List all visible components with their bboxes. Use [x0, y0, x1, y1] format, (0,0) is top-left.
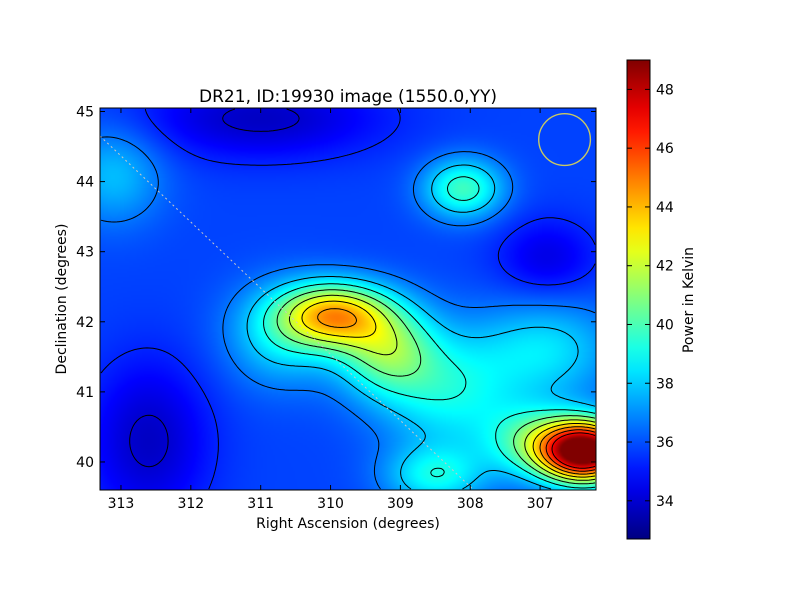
x-tick-label: 308: [457, 496, 484, 512]
x-tick-label: 311: [247, 496, 274, 512]
beam-circle: [538, 112, 592, 167]
y-axis-label: Declination (degrees): [54, 224, 70, 375]
colorbar-tick-label: 38: [656, 376, 674, 392]
colorbar-tick-label: 48: [656, 82, 674, 98]
y-tick-label: 40: [76, 455, 94, 471]
y-tick-label: 45: [76, 105, 94, 121]
contour-level-1: [100, 108, 596, 490]
colorbar-tick-label: 36: [656, 435, 674, 451]
contour-level-0: [129, 108, 300, 468]
colorbar-tick-label: 40: [656, 317, 674, 333]
colorbar: [626, 59, 651, 540]
x-axis-label: Right Ascension (degrees): [256, 516, 440, 532]
colorbar-axis: 34 36 38 40 42 44 46 48: [627, 82, 674, 510]
colorbar-tick-label: 42: [656, 259, 674, 275]
colorbar-tick-label: 44: [656, 200, 674, 216]
y-tick-label: 41: [76, 385, 94, 401]
plot-frame: [99, 107, 597, 491]
contour-lines: [100, 108, 596, 490]
heatmap-image: [100, 108, 596, 490]
contour-level-6: [288, 294, 596, 481]
colorbar-label: Power in Kelvin: [681, 247, 697, 353]
x-tick-label: 313: [108, 496, 135, 512]
chart-title: DR21, ID:19930 image (1550.0,YY): [199, 87, 497, 107]
colorbar-tick-label: 46: [656, 141, 674, 157]
y-tick-label: 44: [76, 175, 94, 191]
x-tick-label: 309: [387, 496, 414, 512]
y-axis: 40 41 42 43 44 45: [76, 105, 596, 471]
contour-level-8: [317, 308, 596, 475]
contour-level-5: [276, 289, 596, 485]
contour-level-7: [301, 300, 596, 478]
contour-level-3: [246, 164, 596, 490]
x-tick-label: 307: [527, 496, 554, 512]
contour-level-9: [545, 429, 596, 472]
colorbar-tick-label: 34: [656, 494, 674, 510]
contour-level-10: [551, 432, 596, 469]
contour-level-4: [263, 176, 596, 489]
y-tick-label: 43: [76, 245, 94, 261]
x-axis: 313 312 311 310 309 308 307: [108, 108, 554, 512]
galactic-plane-line: [100, 135, 475, 490]
y-tick-label: 42: [76, 315, 94, 331]
x-tick-label: 312: [177, 496, 204, 512]
x-tick-label: 310: [317, 496, 344, 512]
contour-level-2: [100, 136, 596, 490]
